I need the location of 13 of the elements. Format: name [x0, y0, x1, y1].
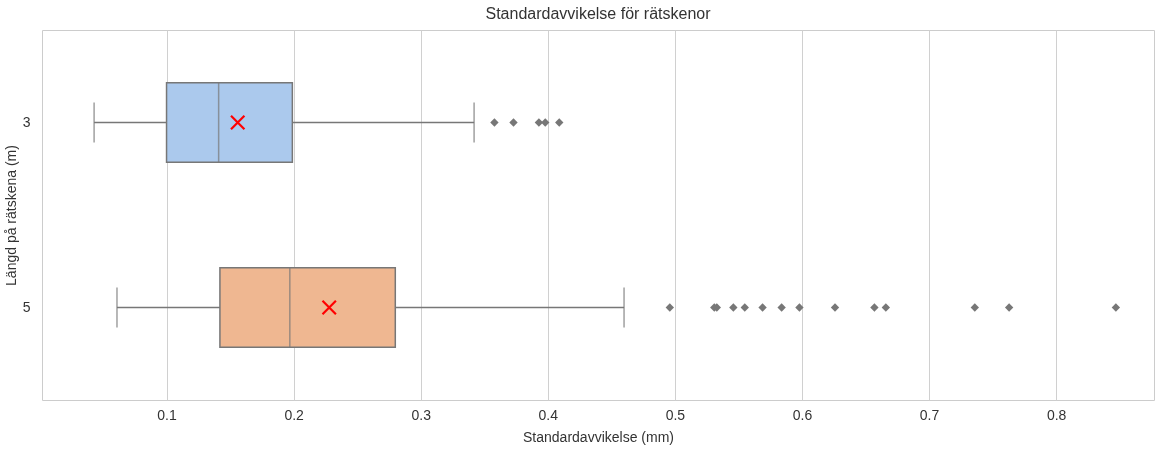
- y-axis-title: Längd på rätskena (m): [2, 145, 19, 286]
- x-tick-label: 0.3: [411, 406, 432, 423]
- x-tick-label: 0.2: [284, 406, 305, 423]
- y-tick-label: 3: [22, 113, 31, 130]
- x-tick-label: 0.8: [1046, 406, 1067, 423]
- x-tick-label: 0.7: [919, 406, 940, 423]
- y-tick-label: 5: [22, 298, 31, 315]
- x-tick-label: 0.1: [157, 406, 177, 423]
- x-tick-label: 0.5: [665, 406, 686, 423]
- chart-title: Standardavvikelse för rätskenor: [485, 5, 712, 22]
- x-axis-title: Standardavvikelse (mm): [523, 428, 674, 445]
- x-tick-label: 0.4: [538, 406, 559, 423]
- x-tick-label: 0.6: [792, 406, 813, 423]
